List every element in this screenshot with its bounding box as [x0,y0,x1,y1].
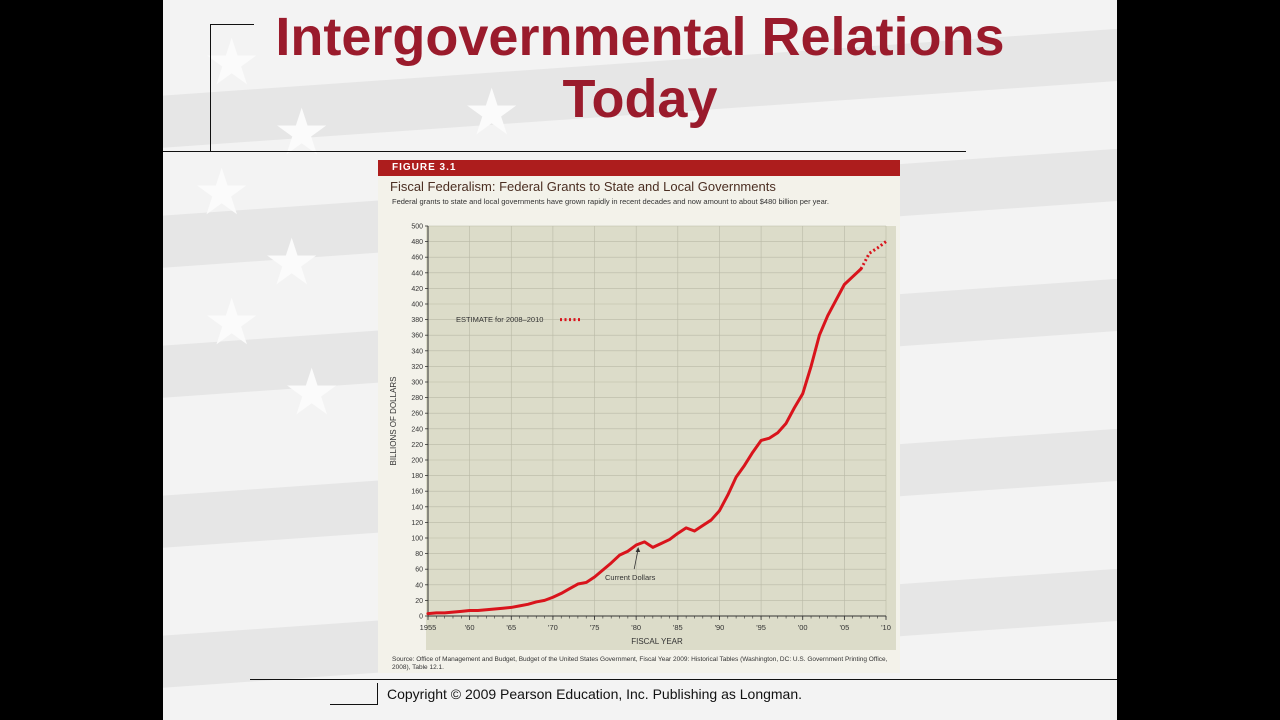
y-tick-label: 0 [419,614,423,621]
slide-title: Intergovernmental Relations Today [163,6,1117,130]
plot-background [426,226,896,650]
title-divider [163,151,966,152]
star-icon: ★ [203,286,261,358]
y-tick-label: 400 [411,302,423,309]
y-tick-label: 460 [411,255,423,262]
star-icon: ★ [283,356,341,428]
annotation-arrowhead [635,547,641,553]
x-tick-label: '65 [506,623,516,632]
x-axis-label: FISCAL YEAR [631,637,683,646]
title-line-1: Intergovernmental Relations [275,7,1005,67]
figure-subtitle: Federal grants to state and local govern… [392,197,829,206]
y-tick-label: 60 [415,567,423,574]
y-tick-label: 320 [411,364,423,371]
copyright-notice: Copyright © 2009 Pearson Education, Inc.… [387,686,803,702]
x-tick-label: '80 [631,623,641,632]
x-tick-label: '90 [715,623,725,632]
y-axis-label: BILLIONS OF DOLLARS [389,377,398,466]
x-tick-label: '70 [548,623,558,632]
star-icon: ★ [273,96,331,168]
x-tick-label: '00 [798,623,808,632]
y-tick-label: 220 [411,442,423,449]
y-tick-label: 260 [411,411,423,418]
footer-divider [250,679,1117,680]
x-tick-label: '05 [839,623,849,632]
y-tick-label: 440 [411,270,423,277]
figure-panel: FIGURE 3.1 Fiscal Federalism: Federal Gr… [378,160,900,673]
x-tick-label: 1955 [420,623,437,632]
y-tick-label: 140 [411,504,423,511]
y-tick-label: 160 [411,489,423,496]
footer-bracket-bottom [330,704,378,705]
y-tick-label: 300 [411,380,423,387]
star-icon: ★ [193,156,251,228]
y-tick-label: 180 [411,473,423,480]
current-dollars-series-line [426,267,863,616]
x-tick-label: '75 [590,623,600,632]
figure-label: FIGURE 3.1 [392,162,457,173]
star-icon: ★ [203,26,261,98]
y-tick-label: 40 [415,582,423,589]
figure-source: Source: Office of Management and Budget,… [392,656,888,671]
y-tick-label: 100 [411,536,423,543]
title-line-2: Today [562,69,718,129]
star-icon: ★ [463,76,521,148]
y-tick-label: 380 [411,317,423,324]
estimate-series-line [859,240,887,270]
x-tick-label: '95 [756,623,766,632]
star-icon: ★ [263,226,321,298]
x-tick-label: '85 [673,623,683,632]
y-tick-label: 240 [411,426,423,433]
y-tick-label: 200 [411,458,423,465]
annotation-arrow [633,548,639,570]
y-tick-label: 340 [411,348,423,355]
figure-title: Fiscal Federalism: Federal Grants to Sta… [390,179,776,194]
title-bracket-side [210,24,211,151]
title-bracket-top [210,24,254,25]
y-tick-label: 420 [411,286,423,293]
figure-header-bar: FIGURE 3.1 [378,160,900,176]
annotation-label: Current Dollars [605,573,656,582]
x-tick-label: '10 [881,623,891,632]
y-tick-label: 20 [415,598,423,605]
y-tick-label: 480 [411,239,423,246]
x-tick-label: '60 [465,623,475,632]
footer-bracket-side [377,683,378,704]
y-tick-label: 360 [411,333,423,340]
grants-line-chart: 0 20 40 60 80 100 120 140 160 180 200 220 240 260 280 3… [389,224,891,647]
y-tick-label: 500 [411,224,423,231]
y-tick-label: 80 [415,551,423,558]
y-tick-label: 280 [411,395,423,402]
legend-estimate-label: ESTIMATE for 2008–2010 [456,315,543,324]
y-tick-label: 120 [411,520,423,527]
